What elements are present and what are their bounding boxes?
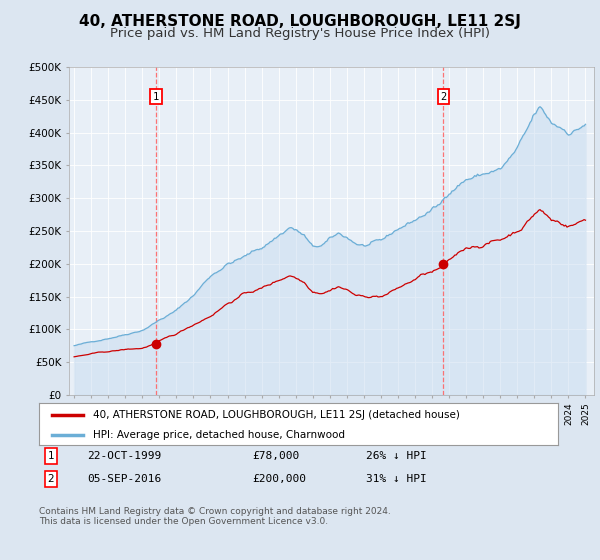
Text: 2: 2: [47, 474, 55, 484]
Text: 40, ATHERSTONE ROAD, LOUGHBOROUGH, LE11 2SJ: 40, ATHERSTONE ROAD, LOUGHBOROUGH, LE11 …: [79, 14, 521, 29]
Text: 1: 1: [47, 451, 55, 461]
Text: 22-OCT-1999: 22-OCT-1999: [87, 451, 161, 461]
Text: Contains HM Land Registry data © Crown copyright and database right 2024.
This d: Contains HM Land Registry data © Crown c…: [39, 507, 391, 526]
Text: 05-SEP-2016: 05-SEP-2016: [87, 474, 161, 484]
Text: 2: 2: [440, 92, 446, 102]
Text: Price paid vs. HM Land Registry's House Price Index (HPI): Price paid vs. HM Land Registry's House …: [110, 27, 490, 40]
Text: 31% ↓ HPI: 31% ↓ HPI: [366, 474, 427, 484]
Text: HPI: Average price, detached house, Charnwood: HPI: Average price, detached house, Char…: [94, 430, 346, 440]
Text: 1: 1: [153, 92, 159, 102]
Text: 26% ↓ HPI: 26% ↓ HPI: [366, 451, 427, 461]
Text: 40, ATHERSTONE ROAD, LOUGHBOROUGH, LE11 2SJ (detached house): 40, ATHERSTONE ROAD, LOUGHBOROUGH, LE11 …: [94, 410, 460, 420]
Text: £200,000: £200,000: [252, 474, 306, 484]
Text: £78,000: £78,000: [252, 451, 299, 461]
